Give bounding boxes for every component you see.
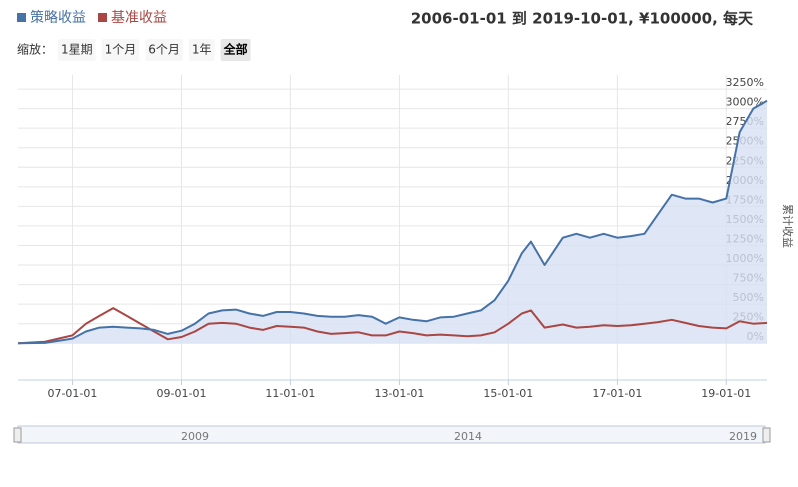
x-tick-label: 13-01-01 <box>374 387 424 400</box>
zoom-button[interactable] <box>101 39 140 61</box>
zoom-button-label[interactable]: 1年 <box>192 43 212 57</box>
legend-label[interactable]: 基准收益 <box>111 9 167 26</box>
zoom-button[interactable] <box>58 39 96 61</box>
x-tick-label: 11-01-01 <box>265 387 315 400</box>
x-tick-label: 15-01-01 <box>483 387 533 400</box>
zoom-button[interactable] <box>145 39 183 61</box>
legend-label[interactable]: 策略收益 <box>30 9 86 26</box>
zoom-button-label[interactable]: 6个月 <box>148 43 180 57</box>
zoom-button-label[interactable]: 1个月 <box>105 43 137 57</box>
zoom-button[interactable] <box>220 39 251 61</box>
series-line <box>17 307 768 345</box>
legend-swatch <box>98 13 107 22</box>
series-area <box>18 100 767 344</box>
navigator[interactable] <box>17 425 766 444</box>
series-line <box>17 99 768 345</box>
x-tick-label: 07-01-01 <box>47 387 97 400</box>
navigator-label: 2009 <box>181 430 209 443</box>
chart-subtitle: 2006-01-01 到 2019-10-01, ¥100000, 每天 <box>411 10 754 28</box>
y-tick-label: 3250% <box>726 76 764 89</box>
zoom-button-label[interactable]: 1星期 <box>61 43 93 57</box>
navigator-handle[interactable] <box>13 427 22 443</box>
x-tick-label: 09-01-01 <box>157 387 207 400</box>
navigator-handle[interactable] <box>762 427 771 443</box>
zoom-button[interactable] <box>188 39 215 61</box>
x-tick-label: 17-01-01 <box>592 387 642 400</box>
x-tick-label: 19-01-01 <box>701 387 751 400</box>
y-tick-label: 3000% <box>726 96 764 109</box>
navigator-label: 2014 <box>454 430 482 443</box>
legend-swatch <box>17 13 26 22</box>
zoom-label: 缩放： <box>17 42 53 57</box>
zoom-button-label[interactable]: 全部 <box>223 42 248 57</box>
navigator-label: 2019 <box>729 430 757 443</box>
y-axis-title: 累计收益 <box>781 204 795 248</box>
